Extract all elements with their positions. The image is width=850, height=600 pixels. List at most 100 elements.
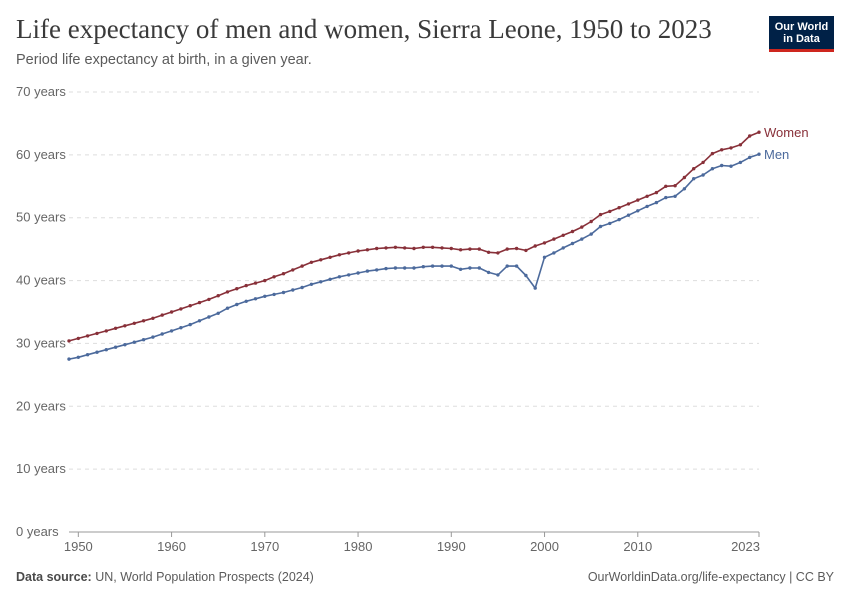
data-point-men[interactable]: [589, 232, 593, 236]
data-point-women[interactable]: [682, 175, 687, 180]
data-point-men[interactable]: [235, 302, 239, 307]
data-point-men[interactable]: [496, 273, 500, 277]
data-point-men[interactable]: [552, 251, 556, 255]
data-point-women[interactable]: [169, 310, 174, 314]
data-point-women[interactable]: [375, 246, 379, 251]
data-point-women[interactable]: [328, 255, 332, 259]
data-point-men[interactable]: [272, 292, 276, 297]
data-point-men[interactable]: [188, 322, 192, 327]
data-point-men[interactable]: [384, 266, 388, 271]
data-point-men[interactable]: [440, 264, 444, 268]
data-point-men[interactable]: [645, 204, 649, 209]
data-point-men[interactable]: [365, 269, 370, 273]
data-point-men[interactable]: [132, 340, 136, 344]
data-point-men[interactable]: [347, 273, 351, 277]
data-point-men[interactable]: [692, 177, 696, 181]
data-point-women[interactable]: [244, 283, 248, 288]
data-point-women[interactable]: [626, 202, 631, 206]
data-point-men[interactable]: [421, 265, 425, 269]
data-point-women[interactable]: [589, 219, 593, 224]
data-point-women[interactable]: [692, 167, 696, 171]
data-point-women[interactable]: [430, 245, 435, 249]
data-point-women[interactable]: [365, 248, 370, 252]
data-point-men[interactable]: [542, 255, 547, 259]
data-point-men[interactable]: [636, 209, 640, 213]
data-point-women[interactable]: [403, 246, 407, 250]
data-point-women[interactable]: [486, 250, 491, 254]
series-label-women[interactable]: Women: [764, 125, 809, 140]
data-point-men[interactable]: [403, 266, 407, 270]
data-point-men[interactable]: [505, 264, 509, 268]
data-point-women[interactable]: [598, 212, 603, 217]
data-point-men[interactable]: [300, 285, 304, 290]
data-point-women[interactable]: [440, 246, 444, 250]
data-point-men[interactable]: [664, 195, 668, 200]
data-point-women[interactable]: [738, 143, 743, 147]
data-point-men[interactable]: [570, 241, 575, 246]
data-point-women[interactable]: [197, 300, 202, 305]
data-point-women[interactable]: [710, 151, 715, 156]
data-point-women[interactable]: [654, 190, 659, 195]
data-point-men[interactable]: [626, 213, 631, 217]
data-point-women[interactable]: [542, 241, 547, 245]
data-point-men[interactable]: [225, 306, 230, 310]
data-point-men[interactable]: [95, 350, 99, 354]
data-point-women[interactable]: [188, 304, 192, 308]
data-point-men[interactable]: [757, 152, 761, 156]
data-point-men[interactable]: [524, 273, 528, 278]
data-point-men[interactable]: [701, 173, 705, 177]
data-point-men[interactable]: [608, 221, 612, 226]
data-point-women[interactable]: [141, 319, 146, 323]
data-point-men[interactable]: [720, 163, 724, 168]
data-point-women[interactable]: [673, 184, 677, 188]
data-point-women[interactable]: [272, 275, 276, 279]
data-point-men[interactable]: [458, 267, 463, 271]
data-point-men[interactable]: [514, 264, 519, 268]
data-point-women[interactable]: [393, 245, 398, 249]
data-point-women[interactable]: [701, 160, 705, 165]
data-point-women[interactable]: [645, 194, 649, 198]
data-point-women[interactable]: [412, 246, 416, 251]
data-point-men[interactable]: [598, 224, 603, 229]
data-point-women[interactable]: [570, 229, 575, 234]
data-point-women[interactable]: [477, 247, 481, 251]
data-point-men[interactable]: [141, 338, 146, 342]
data-point-men[interactable]: [253, 297, 258, 301]
data-point-women[interactable]: [132, 321, 136, 325]
data-point-women[interactable]: [524, 248, 528, 253]
data-point-women[interactable]: [561, 233, 565, 237]
data-point-women[interactable]: [468, 247, 472, 251]
data-point-men[interactable]: [309, 282, 314, 286]
data-point-men[interactable]: [160, 332, 164, 336]
data-point-men[interactable]: [197, 319, 202, 323]
data-point-men[interactable]: [328, 277, 332, 281]
data-point-women[interactable]: [235, 287, 239, 291]
data-point-women[interactable]: [67, 339, 71, 343]
data-point-men[interactable]: [710, 167, 715, 171]
data-point-men[interactable]: [617, 217, 621, 222]
data-point-women[interactable]: [319, 258, 323, 262]
data-point-men[interactable]: [151, 335, 155, 339]
data-point-women[interactable]: [505, 247, 509, 251]
data-point-men[interactable]: [449, 264, 453, 268]
data-point-women[interactable]: [552, 237, 556, 241]
data-point-women[interactable]: [253, 281, 258, 285]
data-point-men[interactable]: [85, 353, 90, 357]
data-point-men[interactable]: [412, 266, 416, 270]
data-point-men[interactable]: [375, 268, 379, 272]
data-point-women[interactable]: [151, 316, 155, 320]
data-point-men[interactable]: [123, 343, 127, 347]
data-point-men[interactable]: [654, 200, 659, 205]
data-point-men[interactable]: [477, 266, 481, 270]
data-point-women[interactable]: [748, 134, 752, 138]
data-point-men[interactable]: [533, 286, 537, 290]
data-point-men[interactable]: [113, 345, 118, 349]
data-point-women[interactable]: [421, 245, 425, 249]
data-point-women[interactable]: [729, 146, 733, 150]
data-point-women[interactable]: [636, 198, 640, 202]
data-point-men[interactable]: [67, 357, 71, 361]
data-point-women[interactable]: [300, 264, 304, 268]
data-point-men[interactable]: [244, 299, 248, 303]
data-point-women[interactable]: [309, 260, 314, 264]
data-point-women[interactable]: [123, 324, 127, 328]
